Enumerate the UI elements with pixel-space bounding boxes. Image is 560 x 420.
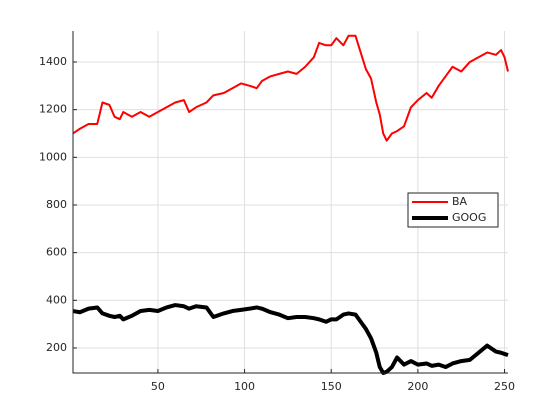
legend-box	[407, 192, 499, 228]
x-tick-label: 100	[234, 380, 255, 393]
y-tick-label: 1200	[39, 103, 67, 116]
legend: BA GOOG	[407, 192, 499, 228]
y-tick-label: 200	[46, 341, 67, 354]
legend-label: GOOG	[452, 211, 486, 224]
x-tick-label: 200	[407, 380, 428, 393]
series-line	[72, 303, 509, 375]
y-tick-label: 800	[46, 198, 67, 211]
y-tick-label: 600	[46, 246, 67, 259]
series-line	[72, 34, 509, 142]
legend-label: BA	[452, 195, 468, 208]
axes-box	[72, 31, 508, 374]
y-tick-label: 1000	[39, 150, 67, 163]
x-tick-label: 150	[321, 380, 342, 393]
y-tick-label: 1400	[39, 55, 67, 68]
x-tick-label: 50	[151, 380, 165, 393]
y-tick-label: 400	[46, 293, 67, 306]
x-tick-label: 250	[494, 380, 515, 393]
